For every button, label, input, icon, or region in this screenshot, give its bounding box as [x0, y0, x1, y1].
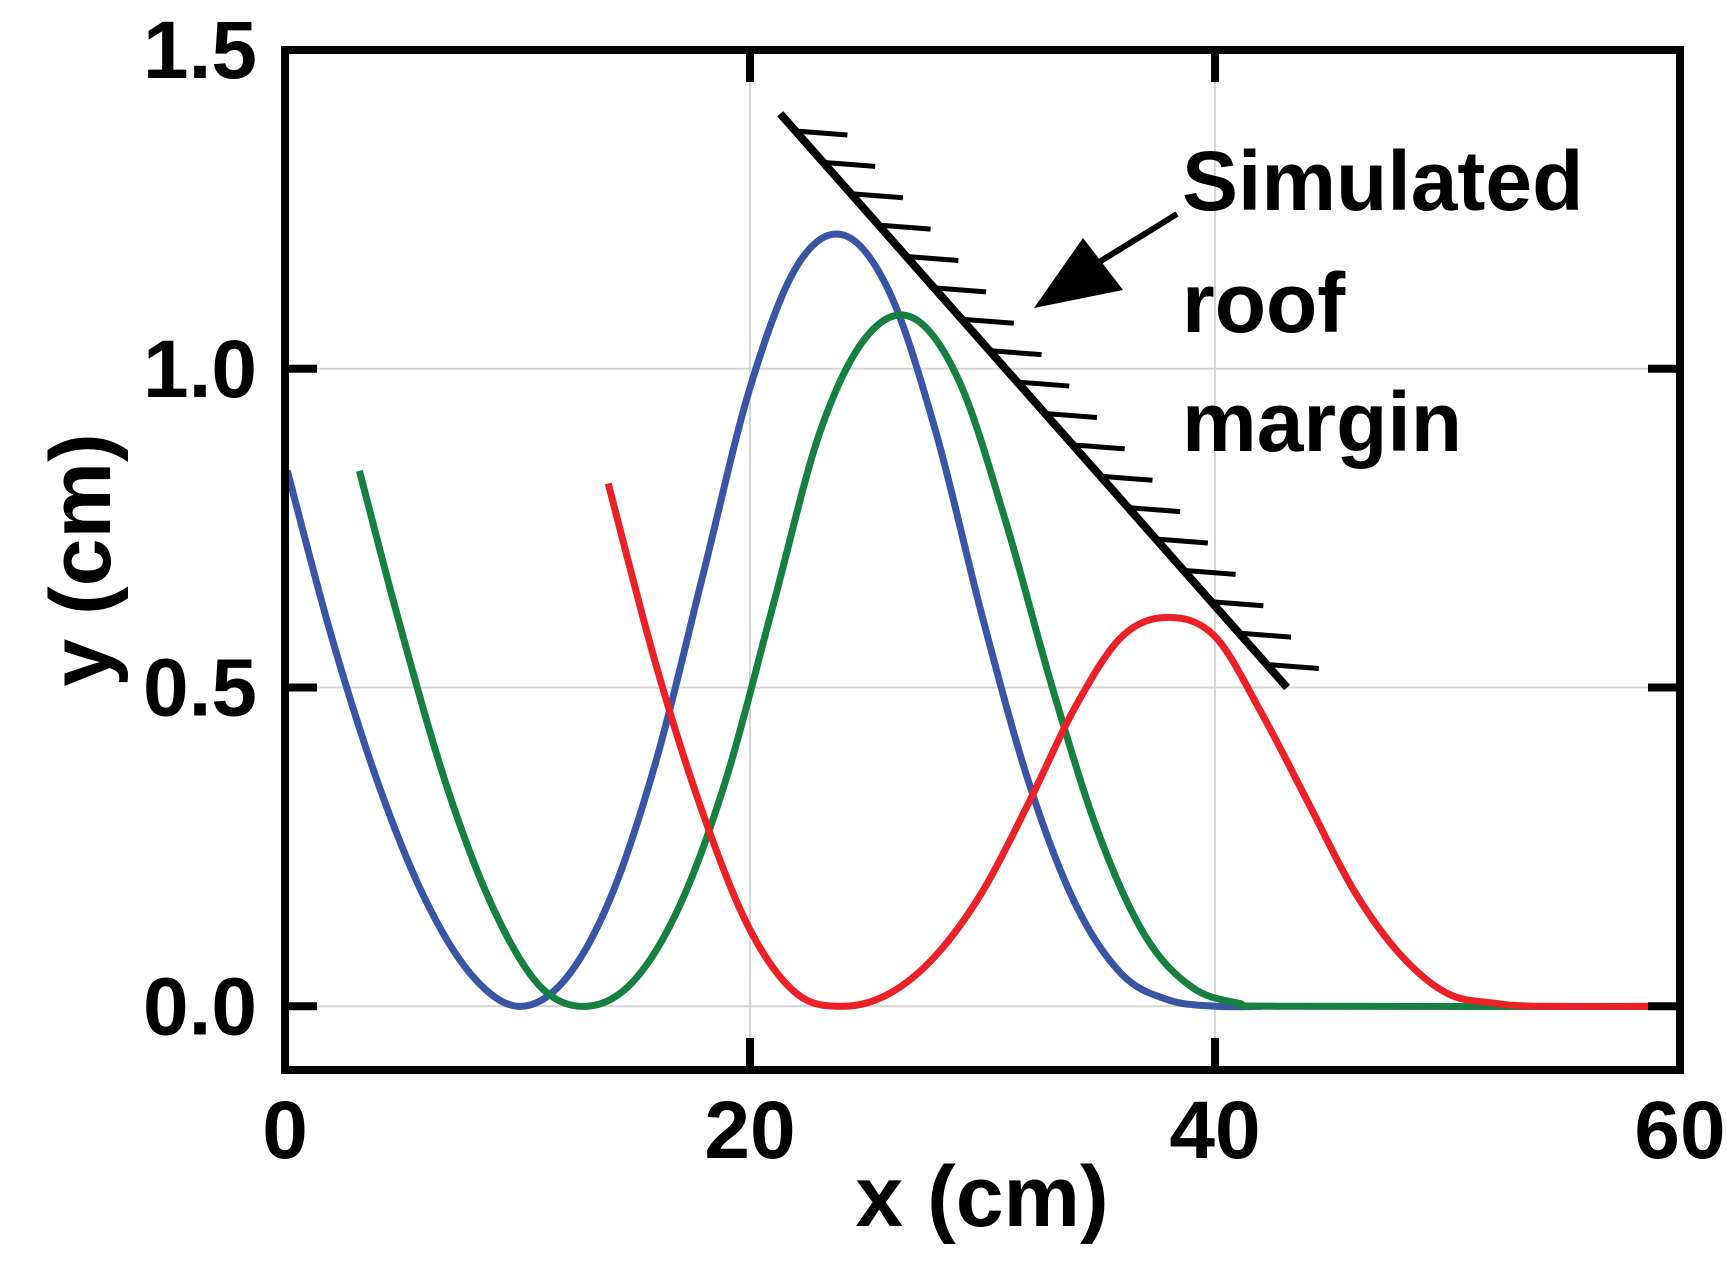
x-tick-label-3: 60	[1634, 1085, 1725, 1176]
roof-hatch-5	[933, 285, 987, 295]
ticks	[285, 50, 1680, 1070]
roof-hatch-10	[1072, 442, 1125, 452]
plot-frame	[281, 46, 1684, 1074]
roof-hatch-0	[795, 128, 848, 138]
roof-line	[777, 111, 1291, 691]
y-tick-label-3: 1.5	[143, 5, 257, 96]
x-tick-label-1: 20	[704, 1085, 795, 1176]
roof-hatch-13	[1155, 536, 1209, 546]
roof-hatch-16	[1238, 630, 1292, 640]
roof-hatch-9	[1044, 410, 1098, 420]
annotation-line-1: Simulated	[1182, 134, 1583, 228]
annotation-line-2: roof	[1182, 256, 1346, 350]
series-line-2	[356, 311, 1681, 1011]
x-axis-title: x (cm)	[855, 1149, 1108, 1245]
roof-margin-annotation: Simulated roof margin	[1034, 134, 1583, 469]
annotation-arrow-head	[1034, 238, 1123, 308]
roof-hatch-1	[822, 159, 876, 169]
roof-hatch-17	[1266, 662, 1319, 672]
roof-hatch-11	[1100, 473, 1153, 483]
roof-hatch-15	[1211, 599, 1264, 609]
roof-hatch-8	[1017, 379, 1070, 389]
x-tick-label-0: 0	[262, 1085, 308, 1176]
roof-hatch-14	[1183, 567, 1236, 577]
roof-hatch-2	[850, 191, 904, 201]
series-line-3	[604, 482, 1681, 1011]
roof-hatch-6	[961, 316, 1014, 326]
y-axis-title: y (cm)	[33, 433, 129, 686]
roof-hatch-7	[989, 348, 1042, 358]
series-line-1	[283, 230, 1262, 1011]
x-tick-label-2: 40	[1169, 1085, 1260, 1176]
roof-hatch-12	[1127, 505, 1181, 515]
y-tick-label-0: 0.0	[143, 961, 257, 1052]
annotation-line-3: margin	[1182, 375, 1462, 469]
roof-hatch-4	[906, 254, 959, 264]
y-tick-label-1: 0.5	[143, 643, 257, 734]
roof-margin	[777, 111, 1319, 691]
roof-hatch-3	[878, 222, 931, 232]
y-tick-label-2: 1.0	[143, 324, 257, 415]
tick-labels: 0 20 40 60 0.0 0.5 1.0 1.5	[143, 5, 1726, 1176]
series-layer	[283, 230, 1681, 1011]
